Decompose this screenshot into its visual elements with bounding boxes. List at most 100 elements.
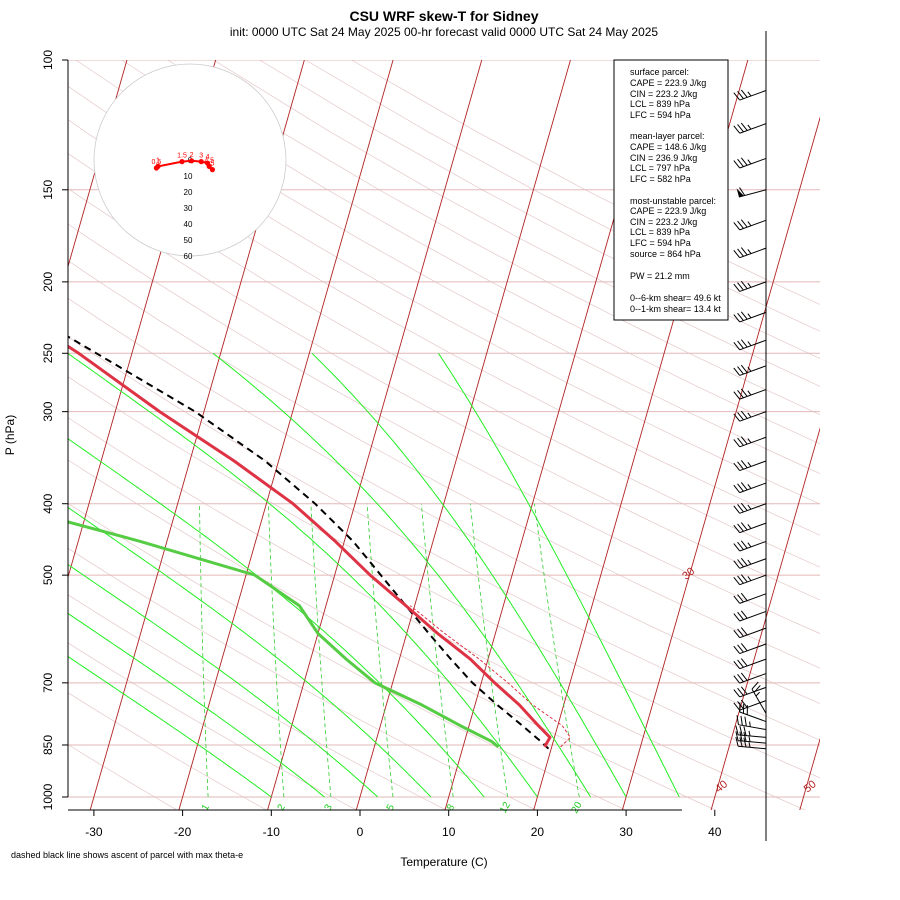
wind-barb	[733, 672, 767, 684]
dry-adiabat	[68, 260, 820, 669]
wind-barb-half	[747, 559, 752, 565]
wind-barb-half	[747, 124, 752, 130]
dry-adiabat	[68, 223, 820, 635]
dry-adiabat	[68, 744, 178, 810]
wind-barb-full	[740, 247, 748, 256]
mixing-ratio-label: 8	[445, 802, 458, 813]
most-unstable-lcl: LCL = 839 hPa	[630, 227, 690, 237]
dry-adiabat	[68, 152, 820, 568]
x-axis-ticks: -30 -20 -10 0 10 20 30 40	[85, 810, 722, 839]
wind-barb-full	[739, 725, 743, 736]
wind-barb-full	[737, 523, 744, 532]
y-tick-label: 150	[41, 179, 55, 199]
mean-layer-lfc: LFC = 582 hPa	[630, 174, 691, 184]
wind-barb-full	[740, 658, 748, 667]
wind-barb-full	[740, 436, 748, 445]
wind-barb	[733, 410, 767, 422]
dry-adiabat	[68, 642, 358, 810]
surface-lcl: LCL = 839 hPa	[630, 99, 690, 109]
wind-barb-full	[740, 643, 748, 652]
surface-cape: CAPE = 223.9 J/kg	[630, 78, 706, 88]
wind-barb-full	[737, 312, 744, 321]
wind-barb-half	[747, 461, 752, 467]
wind-barb-full	[733, 342, 741, 351]
wind-barb	[733, 364, 767, 376]
hodograph-ring-label: 40	[184, 220, 193, 229]
mixing-ratio-label: 20	[570, 800, 585, 816]
wind-barb-full	[737, 504, 744, 513]
wind-barb-shaft	[739, 593, 767, 604]
wind-barb-half	[747, 91, 752, 97]
wind-barb-shaft	[738, 724, 767, 731]
wind-barb-shaft	[739, 365, 767, 376]
mean-layer-cin: CIN = 236.9 J/kg	[630, 153, 697, 163]
wind-barb-full	[733, 660, 741, 670]
wind-barb-full	[740, 339, 748, 348]
wind-barb	[733, 219, 767, 231]
wind-barb-full	[737, 541, 744, 550]
sounding-traces	[68, 335, 572, 750]
wind-barb	[733, 574, 767, 586]
wind-barb-shaft	[739, 610, 767, 622]
x-tick-label: 40	[708, 825, 722, 839]
wind-barb	[733, 280, 767, 292]
wind-barb-full	[733, 367, 741, 376]
wind-barb	[735, 736, 767, 750]
wind-barb-shaft	[739, 157, 767, 169]
hodograph-point-label: 1.5	[177, 153, 187, 160]
wind-barb-shaft	[739, 123, 767, 134]
dry-adiabat	[68, 85, 820, 505]
wind-barb-half	[747, 341, 752, 346]
wind-barb-full	[733, 283, 741, 292]
wind-barb-full	[735, 736, 739, 747]
wind-barb-full	[740, 280, 748, 290]
wind-barb-full	[740, 157, 748, 166]
wind-barb-shaft	[738, 745, 767, 750]
wind-barb	[733, 557, 767, 569]
wind-barb	[733, 247, 767, 259]
wind-barb-full	[733, 560, 741, 569]
wind-barb-full	[737, 437, 744, 446]
wind-barb-full	[740, 410, 748, 419]
moist-adiabat	[311, 352, 627, 798]
hodograph-ring-label: 60	[184, 252, 193, 261]
wind-barb-shaft	[739, 436, 767, 448]
dry-adiabat	[213, 60, 820, 387]
wind-barb-full	[733, 524, 741, 534]
wind-barb-full	[737, 90, 744, 100]
wind-barb	[733, 339, 767, 351]
wind-barb-shaft	[739, 673, 767, 684]
most-unstable-cin: CIN = 223.2 J/kg	[630, 217, 697, 227]
dry-adiabat	[68, 502, 627, 810]
hodograph-ring-label: 10	[184, 172, 193, 181]
mixing-ratio-line	[469, 503, 508, 798]
wind-barb-full	[740, 540, 748, 549]
x-tick-label: -30	[85, 825, 103, 839]
wind-barb-full	[733, 702, 741, 711]
wind-barb-full	[739, 737, 743, 747]
wind-barb-half	[747, 576, 752, 581]
wind-barb-full	[735, 725, 739, 736]
parcel-ascent-trace	[68, 335, 550, 750]
x-axis-label: Temperature (C)	[400, 855, 487, 869]
wind-barb-full	[733, 689, 741, 698]
wind-barb-full	[737, 220, 744, 229]
isotherm	[710, 426, 820, 810]
wind-barb-full	[735, 731, 739, 741]
dry-adiabat	[68, 547, 537, 810]
wind-barb-full	[737, 559, 744, 568]
wind-barb	[733, 540, 767, 552]
hodograph-ring-label: 50	[184, 236, 193, 245]
wind-barb	[733, 122, 767, 134]
wind-barb-full	[737, 412, 744, 421]
hodograph-point-label: 4.5	[204, 157, 214, 164]
wind-barb-half	[755, 691, 760, 697]
isotherm	[355, 60, 571, 810]
hodograph-ring-label: 30	[184, 204, 193, 213]
mixing-ratio-label: 2	[276, 802, 289, 813]
wind-barb-full	[740, 482, 748, 491]
wind-barb-shaft	[739, 411, 767, 422]
wind-barb-full	[740, 672, 748, 681]
wind-barb-shaft	[739, 658, 767, 670]
